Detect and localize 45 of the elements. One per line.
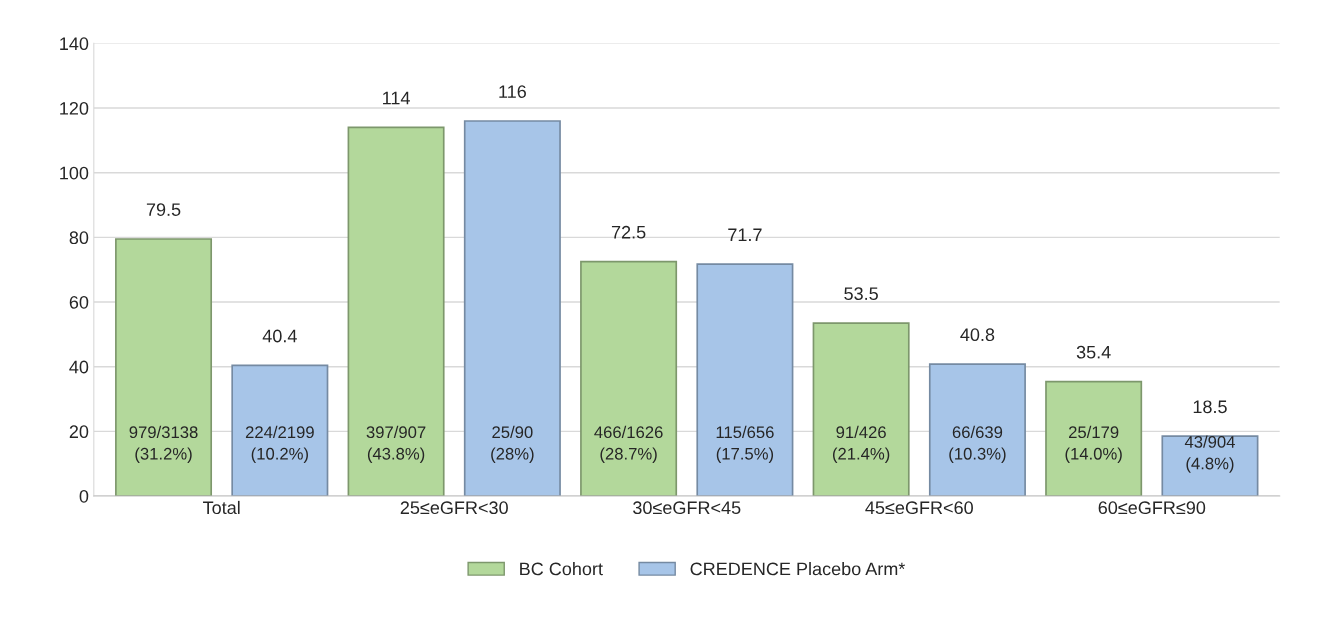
data-label: 40.8 — [960, 328, 995, 342]
annotation: 91/426 (21.4%) — [832, 425, 890, 463]
bar — [580, 260, 678, 496]
annotation: 25/90 (28%) — [491, 425, 534, 463]
bar — [1161, 435, 1259, 496]
x-tick-label: 25≤eGFR<30 — [400, 501, 508, 515]
legend-label: CREDENCE Placebo Arm* — [690, 562, 906, 576]
x-tick-label: 60≤eGFR≤90 — [1098, 501, 1206, 515]
bar — [812, 322, 910, 496]
x-tick-label: 45≤eGFR<60 — [865, 501, 973, 515]
bar — [1045, 380, 1143, 496]
annotation: 979/3138 (31.2%) — [129, 425, 198, 463]
data-label: 116 — [499, 85, 526, 98]
data-label: 35.4 — [1076, 345, 1111, 359]
data-label: 40.4 — [262, 329, 297, 343]
annotation: 66/639 (10.3%) — [949, 425, 1006, 463]
y-tick-label: 20 — [69, 425, 89, 439]
annotation: 115/656 (17.5%) — [716, 425, 774, 463]
annotation: 224/2199 (10.2%) — [245, 425, 314, 463]
legend-label: BC Cohort — [520, 562, 603, 576]
y-tick-label: 80 — [69, 231, 89, 245]
data-label: 114 — [383, 91, 410, 105]
y-tick-label: 60 — [69, 295, 89, 309]
data-label: 71.7 — [728, 228, 762, 242]
data-label: 79.5 — [146, 203, 181, 216]
annotation: 43/904 (4.8%) — [1184, 435, 1235, 473]
bar — [463, 120, 561, 496]
y-tick-label: 40 — [69, 360, 89, 374]
bar — [696, 263, 794, 496]
bar — [928, 363, 1026, 496]
y-tick-label: 0 — [79, 489, 89, 503]
y-tick-label: 100 — [60, 166, 89, 180]
y-tick-label: 140 — [60, 37, 89, 51]
annotation: 397/907 (43.8%) — [366, 425, 426, 463]
annotation: 25/179 (14.0%) — [1065, 425, 1122, 463]
x-tick-label: Total — [203, 500, 240, 515]
bar — [231, 364, 329, 496]
y-tick-label: 120 — [60, 101, 89, 115]
bar — [115, 238, 213, 496]
bar — [347, 126, 445, 496]
x-tick-label: 30≤eGFR<45 — [633, 501, 741, 515]
data-label: 18.5 — [1193, 400, 1227, 414]
data-label: 72.5 — [611, 225, 646, 239]
data-label: 53.5 — [844, 287, 878, 301]
annotation: 466/1626 (28.7%) — [594, 425, 663, 463]
